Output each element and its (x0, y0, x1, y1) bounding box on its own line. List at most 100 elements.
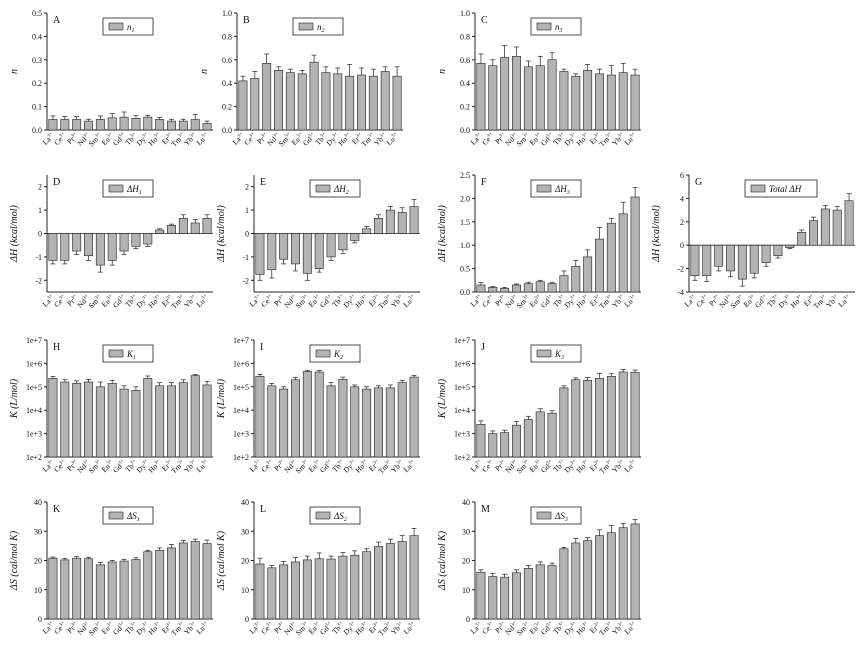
x-tick-label: Pr3+ (65, 293, 80, 308)
legend-label-subscript: 3 (564, 517, 568, 523)
x-tick-label-charge: 3+ (332, 132, 339, 139)
x-tick-label-charge: 3+ (106, 132, 113, 139)
x-tick-label-charge: 3+ (689, 294, 696, 301)
x-tick-label-charge: 3+ (201, 621, 208, 628)
bar-la (690, 244, 700, 276)
y-tick-label: 0.5 (32, 9, 42, 18)
panel-letter: A (53, 15, 61, 26)
x-tick-label-charge: 3+ (582, 621, 589, 628)
y-tick-label: 1e+3 (233, 430, 249, 439)
y-tick-label: 1.0 (460, 241, 470, 250)
x-tick-label: Er3+ (367, 620, 382, 635)
x-tick-label-charge: 3+ (355, 132, 362, 139)
x-tick-label-charge: 3+ (605, 621, 612, 628)
x-tick-label-charge: 3+ (94, 621, 101, 628)
bar-ho (345, 75, 355, 131)
x-tick-label: Pr3+ (272, 620, 287, 635)
x-tick-label-charge: 3+ (177, 621, 184, 628)
y-tick-label: 0.8 (222, 32, 232, 41)
x-tick-label: Lu3+ (836, 293, 852, 309)
x-tick-label-charge: 3+ (308, 132, 315, 139)
y-tick-label: 0.2 (460, 103, 470, 112)
legend-box (530, 179, 582, 198)
x-tick-label-charge: 3+ (94, 132, 101, 139)
legend: ΔH1 (102, 179, 154, 198)
legend-box (309, 506, 361, 525)
legend-label-main: ΔH (333, 184, 346, 194)
bar-gd (309, 61, 319, 131)
x-tick-label: La3+ (248, 458, 264, 474)
panel-letter: G (695, 177, 702, 188)
x-tick-label-charge: 3+ (617, 459, 624, 466)
bar-eu (107, 561, 117, 620)
x-tick-label-charge: 3+ (510, 621, 517, 628)
bar-er (167, 225, 176, 234)
x-tick-label-charge: 3+ (47, 132, 54, 139)
x-tick-label-charge: 3+ (546, 132, 553, 139)
bar-lu (409, 206, 419, 234)
x-tick-label-charge: 3+ (301, 294, 308, 301)
x-tick-label-charge: 3+ (819, 294, 826, 301)
bar-la (255, 563, 265, 620)
y-tick-label: -2 (35, 276, 42, 285)
x-tick-label-charge: 3+ (361, 621, 368, 628)
x-tick-label-charge: 3+ (189, 294, 196, 301)
x-tick-label-charge: 3+ (349, 459, 356, 466)
x-tick-label-charge: 3+ (546, 459, 553, 466)
bar-lu (202, 384, 212, 458)
bar-yb (397, 382, 407, 458)
y-tick-label: 0.5 (460, 265, 470, 274)
bar-yb (190, 119, 200, 131)
x-tick-label: Lu3+ (401, 293, 417, 309)
bar-la (255, 233, 265, 275)
x-tick-label-charge: 3+ (201, 459, 208, 466)
legend-label-subscript: 3 (559, 28, 563, 34)
bar-ce (60, 119, 70, 131)
legend-swatch (536, 349, 552, 358)
bar-sm (523, 568, 533, 620)
bar-sm (302, 233, 312, 274)
x-tick-label-charge: 3+ (118, 132, 125, 139)
x-tick-label: Eu3+ (307, 458, 323, 474)
bar-tm (606, 74, 616, 131)
x-tick-label: Pr3+ (272, 458, 287, 473)
x-tick-label: Er3+ (160, 458, 175, 473)
y-tick-label: 0.1 (32, 103, 42, 112)
bar-tm (178, 542, 188, 620)
y-axis-label: K (L/mol) (437, 378, 448, 419)
bar-dy (571, 75, 581, 131)
legend: ΔH2 (309, 179, 361, 198)
x-tick-label-charge: 3+ (522, 621, 529, 628)
legend-label: ΔH2 (333, 184, 349, 196)
y-axis-label: K (L/mol) (216, 378, 227, 419)
legend-label-subscript: 1 (133, 355, 136, 361)
x-tick-label: La3+ (683, 293, 699, 309)
legend-label-subscript: 1 (132, 28, 135, 34)
bar-tm (820, 208, 830, 246)
x-tick-label-charge: 3+ (249, 132, 256, 139)
x-tick-label: Lu3+ (622, 620, 638, 636)
bar-tb (559, 71, 569, 131)
x-tick-label-charge: 3+ (82, 621, 89, 628)
bar-nd (84, 233, 93, 257)
bar-tb (131, 233, 141, 247)
y-tick-label: 0 (38, 615, 42, 624)
bar-lu (409, 376, 419, 458)
y-tick-label: 1e+6 (454, 359, 470, 368)
legend: Total ΔH (744, 179, 818, 198)
legend: K1 (102, 344, 154, 363)
bar-yb (397, 212, 407, 234)
y-tick-label: -4 (677, 288, 684, 297)
y-tick-label: 0.4 (222, 79, 232, 88)
y-tick-label: 0 (466, 615, 470, 624)
x-tick-label-charge: 3+ (629, 132, 636, 139)
bar-pr (279, 233, 289, 260)
legend-box (102, 179, 154, 198)
x-tick-label-charge: 3+ (713, 294, 720, 301)
bar-ho (362, 228, 372, 234)
panel-letter: M (481, 504, 490, 515)
x-tick-label-charge: 3+ (379, 132, 386, 139)
